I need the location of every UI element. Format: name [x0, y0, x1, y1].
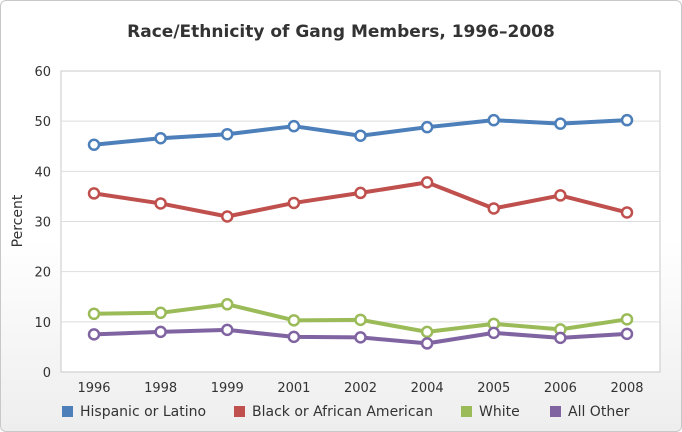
legend-label[interactable]: Black or African American — [252, 404, 433, 420]
data-point[interactable] — [287, 314, 301, 327]
x-tick-label: 2005 — [477, 381, 510, 396]
data-point[interactable] — [154, 325, 167, 339]
data-point[interactable] — [221, 127, 234, 141]
y-tick-label: 60 — [34, 65, 51, 80]
data-point[interactable] — [420, 337, 434, 350]
data-point[interactable] — [287, 330, 301, 344]
data-point[interactable] — [287, 119, 301, 133]
x-tick-label: 2006 — [544, 381, 577, 396]
data-point[interactable] — [554, 189, 567, 202]
data-point[interactable] — [620, 327, 634, 341]
legend-swatch — [234, 406, 245, 417]
y-tick-label: 10 — [34, 316, 51, 331]
x-tick-label: 1996 — [77, 381, 110, 396]
legend-swatch — [550, 406, 561, 417]
y-tick-label: 50 — [34, 115, 51, 130]
y-axis-ticks: 0 10 20 30 40 50 60 — [34, 65, 51, 381]
gridlines — [61, 120, 660, 323]
x-tick-label: 2002 — [344, 381, 377, 396]
x-tick-label: 2004 — [411, 381, 444, 396]
y-axis-label: Percent — [10, 194, 26, 247]
data-point[interactable] — [87, 138, 101, 151]
x-tick-label: 1998 — [144, 381, 177, 396]
data-point[interactable] — [154, 197, 167, 210]
legend-swatch — [461, 406, 472, 417]
data-point[interactable] — [554, 331, 567, 345]
y-tick-label: 0 — [43, 366, 51, 381]
legend-label[interactable]: All Other — [568, 404, 630, 420]
data-point[interactable] — [420, 120, 434, 134]
data-point[interactable] — [154, 131, 167, 145]
data-point[interactable] — [154, 306, 167, 320]
x-tick-label: 1999 — [211, 381, 244, 396]
y-tick-label: 20 — [34, 266, 51, 281]
data-point[interactable] — [354, 331, 367, 344]
x-tick-label: 2001 — [277, 381, 310, 396]
data-point[interactable] — [87, 307, 101, 321]
data-point[interactable] — [287, 196, 301, 210]
data-point[interactable] — [354, 129, 367, 142]
data-point[interactable] — [487, 113, 500, 127]
data-point[interactable] — [420, 325, 434, 339]
data-point[interactable] — [487, 202, 500, 215]
data-point[interactable] — [620, 313, 634, 326]
legend-swatch — [62, 406, 73, 417]
data-point[interactable] — [554, 117, 567, 130]
data-point[interactable] — [87, 328, 101, 341]
data-point[interactable] — [620, 113, 634, 127]
data-point[interactable] — [354, 313, 367, 327]
x-axis-ticks: 1996 1998 1999 2001 2002 2004 2005 2006 2008 — [77, 381, 643, 396]
data-point[interactable] — [420, 176, 434, 189]
legend-label[interactable]: White — [479, 404, 520, 420]
data-point[interactable] — [221, 210, 234, 223]
data-point[interactable] — [487, 326, 500, 340]
data-point[interactable] — [354, 186, 367, 200]
legend: Hispanic or Latino Black or African Ameri… — [62, 404, 630, 420]
y-tick-label: 40 — [34, 165, 51, 180]
x-tick-label: 2008 — [610, 381, 643, 396]
y-tick-label: 30 — [34, 216, 51, 231]
data-point[interactable] — [87, 187, 101, 200]
series-group — [87, 113, 634, 350]
data-point[interactable] — [221, 323, 234, 337]
chart-title: Race/Ethnicity of Gang Members, 1996–200… — [127, 22, 555, 42]
legend-label[interactable]: Hispanic or Latino — [80, 404, 206, 420]
data-point[interactable] — [221, 298, 234, 311]
data-point[interactable] — [620, 206, 634, 219]
